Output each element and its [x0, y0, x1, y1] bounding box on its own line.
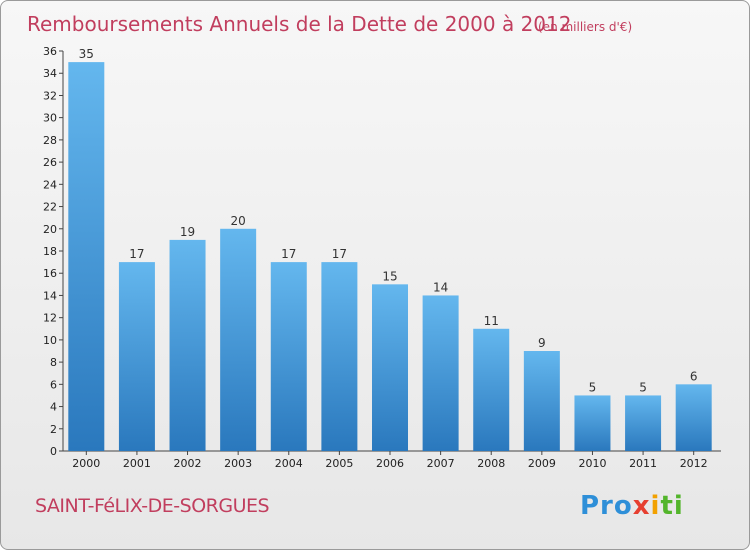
y-tick-label: 20 [43, 223, 57, 236]
y-tick-label: 8 [50, 356, 57, 369]
bar-value-label: 6 [690, 369, 698, 383]
bar-value-label: 35 [79, 47, 94, 61]
bar [574, 395, 611, 451]
x-tick-label: 2003 [224, 457, 252, 470]
bar [625, 395, 662, 451]
bar [118, 262, 155, 451]
x-tick-label: 2008 [477, 457, 505, 470]
bar [422, 295, 459, 451]
bar-value-label: 5 [639, 380, 647, 394]
bar-value-label: 14 [433, 280, 448, 294]
y-tick-label: 4 [50, 401, 57, 414]
y-tick-label: 10 [43, 334, 57, 347]
y-tick-label: 6 [50, 378, 57, 391]
y-tick-label: 14 [43, 289, 57, 302]
bar [321, 262, 358, 451]
bar-value-label: 19 [180, 225, 195, 239]
bar [523, 351, 560, 451]
bar-value-label: 15 [382, 269, 397, 283]
bar-value-label: 9 [538, 336, 546, 350]
y-tick-label: 2 [50, 423, 57, 436]
bar-value-label: 17 [281, 247, 296, 261]
x-tick-label: 2000 [72, 457, 100, 470]
x-tick-label: 2010 [578, 457, 606, 470]
bar-value-label: 17 [332, 247, 347, 261]
x-tick-label: 2001 [123, 457, 151, 470]
x-tick-label: 2007 [427, 457, 455, 470]
x-tick-label: 2009 [528, 457, 556, 470]
bar-value-label: 5 [589, 380, 597, 394]
proxiti-logo: Proxiti [580, 491, 684, 521]
chart-subtitle: (en milliers d'€) [538, 20, 632, 34]
y-tick-label: 0 [50, 445, 57, 458]
commune-name: SAINT-FéLIX-DE-SORGUES [35, 495, 270, 517]
bar [675, 384, 712, 451]
x-tick-label: 2004 [275, 457, 303, 470]
x-tick-label: 2012 [680, 457, 708, 470]
y-tick-label: 30 [43, 112, 57, 125]
y-tick-label: 34 [43, 67, 57, 80]
y-tick-label: 36 [43, 45, 57, 58]
chart-title: Remboursements Annuels de la Dette de 20… [27, 12, 571, 36]
y-tick-label: 22 [43, 201, 57, 214]
y-tick-label: 24 [43, 178, 57, 191]
bar [473, 328, 510, 451]
y-tick-label: 16 [43, 267, 57, 280]
y-tick-label: 12 [43, 312, 57, 325]
x-tick-label: 2011 [629, 457, 657, 470]
x-tick-label: 2005 [325, 457, 353, 470]
bar [270, 262, 307, 451]
x-tick-label: 2002 [174, 457, 202, 470]
bar-value-label: 17 [129, 247, 144, 261]
bar [169, 239, 206, 451]
x-tick-label: 2006 [376, 457, 404, 470]
bar-value-label: 20 [231, 214, 246, 228]
y-tick-label: 26 [43, 156, 57, 169]
bar [220, 228, 257, 451]
y-tick-label: 28 [43, 134, 57, 147]
y-tick-label: 18 [43, 245, 57, 258]
bar [68, 62, 105, 451]
bar [372, 284, 408, 451]
bar-value-label: 11 [484, 314, 499, 328]
y-tick-label: 32 [43, 89, 57, 102]
